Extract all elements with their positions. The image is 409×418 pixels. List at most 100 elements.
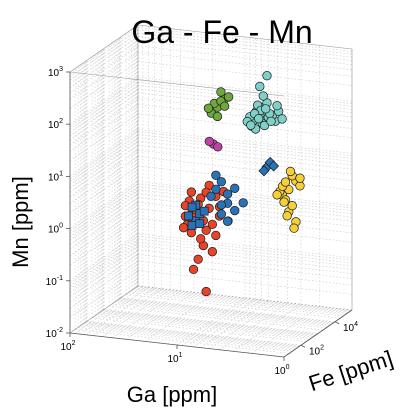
grid-line <box>137 189 353 214</box>
data-point <box>213 142 223 152</box>
data-point <box>285 166 296 177</box>
z-tick-label: 101 <box>48 170 63 183</box>
grid-line <box>137 84 353 110</box>
data-point <box>211 170 221 180</box>
data-point <box>230 183 240 193</box>
data-point <box>261 104 271 114</box>
data-point <box>238 198 248 208</box>
grid-line <box>101 311 316 336</box>
grid-line <box>136 286 351 312</box>
grid-line <box>134 288 349 313</box>
data-point <box>188 264 199 275</box>
y-tick-mark <box>300 344 306 348</box>
axis-edge <box>69 71 285 97</box>
data-point <box>258 91 268 101</box>
grid-line <box>120 297 335 323</box>
grid-line <box>137 186 353 211</box>
grid-line <box>93 288 162 336</box>
y-tick-label: 104 <box>343 321 358 334</box>
y-tick-mark <box>334 321 340 325</box>
grid-line <box>137 29 353 55</box>
grid-line <box>137 36 353 61</box>
data-point <box>280 177 291 187</box>
data-point <box>201 225 211 235</box>
x-tick-label: 101 <box>167 352 182 365</box>
chart-title: Ga - Fe - Mn <box>131 14 312 50</box>
grid-line <box>137 238 353 264</box>
data-point <box>207 247 218 257</box>
grid-line <box>98 312 313 338</box>
axis-edge <box>137 24 353 50</box>
data-point <box>222 216 233 226</box>
grid-line <box>137 245 353 270</box>
data-point <box>196 234 206 244</box>
grid-line <box>137 217 353 243</box>
x-tick-label: 102 <box>60 340 75 353</box>
grid-line <box>137 76 353 102</box>
tick-labels: 10-2 10-1 100 101 102 103 102 101 100 102 104 <box>46 66 358 377</box>
grid-line <box>137 140 353 166</box>
grid-line <box>137 51 353 77</box>
data-point <box>203 103 214 113</box>
grid-line <box>137 233 353 259</box>
axis-edge <box>137 285 353 311</box>
data-point <box>193 254 203 264</box>
grid-line <box>137 197 353 222</box>
grid-line <box>137 144 353 170</box>
grid-line <box>137 165 353 191</box>
z-axis-label: Mn [ppm] <box>8 176 33 268</box>
axis-edge <box>69 24 139 73</box>
data-point <box>219 101 230 111</box>
grid-line <box>131 290 346 315</box>
grid-line <box>117 300 332 325</box>
grid-line <box>119 298 334 324</box>
grid-line <box>129 291 344 317</box>
grid-line <box>84 322 299 348</box>
data-point <box>204 136 214 147</box>
grid-line <box>115 300 330 326</box>
grid-line <box>137 40 353 66</box>
data-point <box>295 173 305 183</box>
grid-line <box>102 310 317 335</box>
grid-line <box>137 104 353 129</box>
axes <box>69 24 353 358</box>
grid-line <box>109 305 324 331</box>
grid-line <box>137 208 353 234</box>
grid-line <box>83 323 298 349</box>
grid-line <box>137 286 352 311</box>
grid-line <box>137 181 353 206</box>
z-tick-label: 103 <box>48 66 63 79</box>
data-point <box>272 190 282 200</box>
grid-line <box>137 134 353 159</box>
grid-line <box>75 329 290 354</box>
data-point-square <box>199 206 209 216</box>
grid-line <box>118 299 333 324</box>
grid-lines <box>69 24 353 358</box>
data-point <box>212 111 223 122</box>
grid-line <box>85 322 300 347</box>
z-tick-label: 10-1 <box>46 275 63 288</box>
y-tick-label: 102 <box>309 344 324 357</box>
data-point-square <box>184 211 193 221</box>
grid-line <box>137 254 353 279</box>
data-point <box>216 87 226 97</box>
x-axis-label: Ga [ppm] <box>127 382 217 407</box>
grid-line <box>80 325 295 351</box>
axis-edge <box>283 309 353 358</box>
grid-line <box>137 81 353 107</box>
grid-line <box>137 92 353 118</box>
x-tick-label: 100 <box>274 364 289 377</box>
data-point-diamond <box>268 160 280 172</box>
grid-line <box>112 303 327 329</box>
grid-line <box>137 156 353 181</box>
grid-line <box>137 249 353 274</box>
grid-line <box>137 192 353 218</box>
data-point <box>282 211 292 221</box>
data-point-diamond <box>258 165 270 177</box>
data-point <box>287 201 297 211</box>
grid-line <box>103 309 318 335</box>
data-point <box>211 184 221 194</box>
data-point <box>207 219 218 230</box>
grid-line <box>137 235 353 261</box>
